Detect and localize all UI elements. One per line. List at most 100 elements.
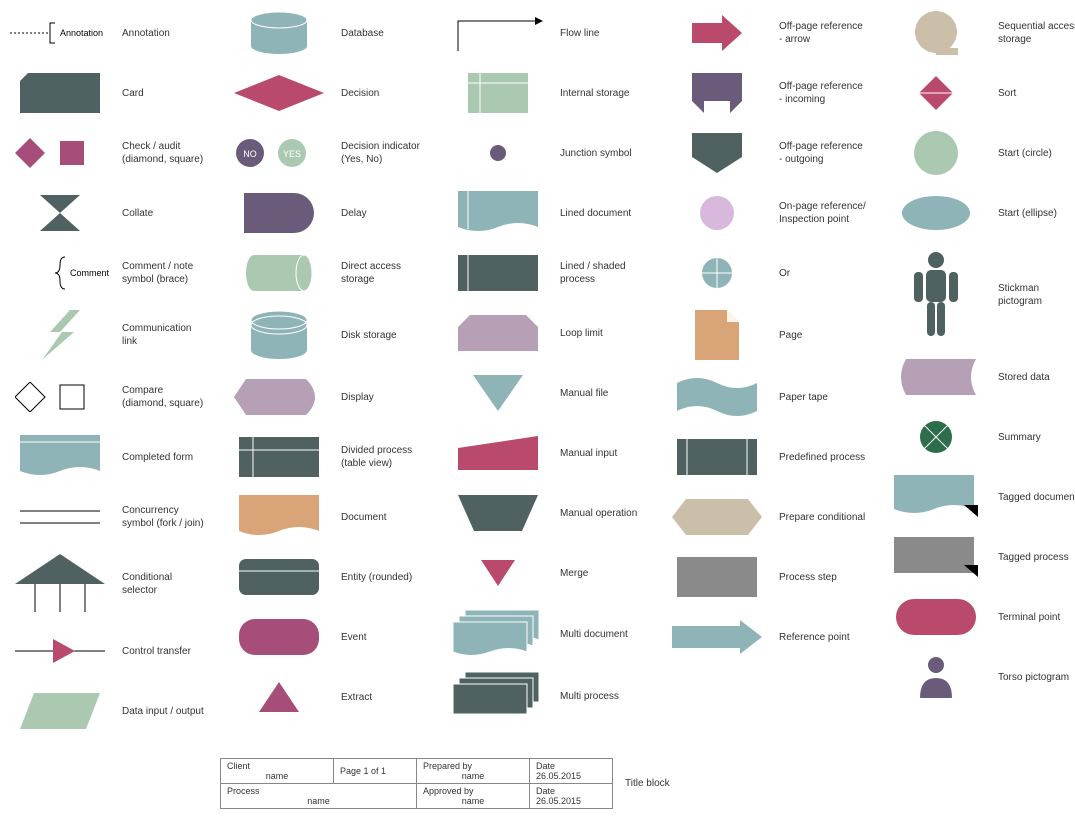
yesno-icon: NOYES [229, 137, 329, 169]
symbol-parallelogram: Data input / output [10, 688, 209, 734]
junction-icon [448, 143, 548, 163]
symbol-label: Prepare conditional [779, 511, 865, 524]
tb-date2-val: 26.05.2015 [536, 796, 581, 806]
symbol-delay: Delay [229, 190, 428, 236]
symbol-compare: Compare (diamond, square) [10, 374, 209, 420]
tb-process-val: name [227, 796, 410, 806]
process-icon [667, 557, 767, 597]
symbol-label: Lined / shaded process [560, 260, 647, 286]
symbol-brace: Comment Comment / note symbol (brace) [10, 250, 209, 296]
symbol-label: Check / audit (diamond, square) [122, 140, 209, 166]
delay-icon [229, 193, 329, 233]
symbol-hcyl: Direct access storage [229, 250, 428, 296]
symbol-label: Flow line [560, 27, 599, 40]
svg-text:Comment: Comment [70, 268, 110, 278]
symbol-bolt: Communication link [10, 310, 209, 360]
symbol-card: Card [10, 70, 209, 116]
condsel-icon [10, 554, 110, 614]
sort-icon [886, 76, 986, 110]
symbol-collate: Collate [10, 190, 209, 236]
symbol-stickman: Stickman pictogram [886, 250, 1075, 340]
svg-text:Annotation: Annotation [60, 28, 103, 38]
symbol-label: Off-page reference - outgoing [779, 140, 866, 166]
symbol-linedproc: Lined / shaded process [448, 250, 647, 296]
startellipse-icon [886, 195, 986, 231]
or-icon [667, 257, 767, 289]
column-2: Flow lineInternal storageJunction symbol… [448, 10, 647, 748]
tb-date: Date [536, 761, 555, 771]
symbol-label: Decision [341, 87, 379, 100]
brace-icon: Comment [10, 253, 110, 293]
tb-prepared: Prepared by [423, 761, 472, 771]
symbol-document: Document [229, 494, 428, 540]
offarrow-icon [667, 15, 767, 51]
symbol-label: Control transfer [122, 645, 191, 658]
symbol-label: Start (ellipse) [998, 207, 1057, 220]
symbol-label: Card [122, 87, 144, 100]
torso-icon [886, 656, 986, 698]
symbol-display: Display [229, 374, 428, 420]
looplimit-icon [448, 315, 548, 351]
symbol-multidoc: Multi document [448, 610, 647, 658]
column-3: Off-page reference - arrowOff-page refer… [667, 10, 866, 748]
symbol-label: Delay [341, 207, 367, 220]
concurrency-icon [10, 505, 110, 529]
symbol-decision: Decision [229, 70, 428, 116]
symbol-label: Junction symbol [560, 147, 632, 160]
symbol-disk: Disk storage [229, 310, 428, 360]
event-icon [229, 619, 329, 655]
symbol-completedform: Completed form [10, 434, 209, 480]
symbol-label: Event [341, 631, 367, 644]
refpoint-icon [667, 620, 767, 654]
tb-approved-val: name [423, 796, 523, 806]
symbol-label: Decision indicator (Yes, No) [341, 140, 428, 166]
symbol-torso: Torso pictogram [886, 654, 1075, 700]
symbol-label: Manual file [560, 387, 608, 400]
tb-approved: Approved by [423, 786, 474, 796]
tb-client: Client [227, 761, 250, 771]
summary-icon [886, 420, 986, 454]
symbol-label: Annotation [122, 27, 170, 40]
page-icon [667, 310, 767, 360]
symbol-page: Page [667, 310, 866, 360]
symbol-divided: Divided process (table view) [229, 434, 428, 480]
symbol-db: Database [229, 10, 428, 56]
column-1: Database Decision NOYES Decision indicator … [229, 10, 428, 748]
db-icon [229, 12, 329, 54]
symbol-process: Process step [667, 554, 866, 600]
startcircle-icon [886, 130, 986, 176]
symbol-label: Sort [998, 87, 1016, 100]
title-block-table: Clientname Page 1 of 1 Prepared byname D… [220, 758, 613, 809]
symbol-papertape: Paper tape [667, 374, 866, 420]
document-icon [229, 495, 329, 539]
symbol-yesno: NOYES Decision indicator (Yes, No) [229, 130, 428, 176]
lineddoc-icon [448, 191, 548, 235]
manualinput-icon [448, 436, 548, 470]
symbol-label: Predefined process [779, 451, 865, 464]
flowline-icon [448, 13, 548, 53]
symbol-label: Terminal point [998, 611, 1060, 624]
symbol-grid: Annotation Annotation Card Check / audit (d… [10, 10, 1075, 748]
symbol-offout: Off-page reference - outgoing [667, 130, 866, 176]
check-icon [10, 138, 110, 168]
symbol-label: Disk storage [341, 329, 397, 342]
manualfile-icon [448, 375, 548, 411]
symbol-label: Off-page reference - incoming [779, 80, 866, 106]
display-icon [229, 379, 329, 415]
prepare-icon [667, 499, 767, 535]
collate-icon [10, 195, 110, 231]
parallelogram-icon [10, 693, 110, 729]
symbol-predef: Predefined process [667, 434, 866, 480]
bolt-icon [10, 310, 110, 360]
symbol-label: Comment / note symbol (brace) [122, 260, 209, 286]
symbol-seqaccess: Sequential access storage [886, 10, 1075, 56]
symbol-offin: Off-page reference - incoming [667, 70, 866, 116]
symbol-summary: Summary [886, 414, 1075, 460]
symbol-controltransfer: Control transfer [10, 628, 209, 674]
symbol-label: Conditional selector [122, 571, 209, 597]
symbol-flowline: Flow line [448, 10, 647, 56]
symbol-label: Stored data [998, 371, 1050, 384]
internal-icon [448, 73, 548, 113]
symbol-storeddata: Stored data [886, 354, 1075, 400]
symbol-label: Extract [341, 691, 372, 704]
